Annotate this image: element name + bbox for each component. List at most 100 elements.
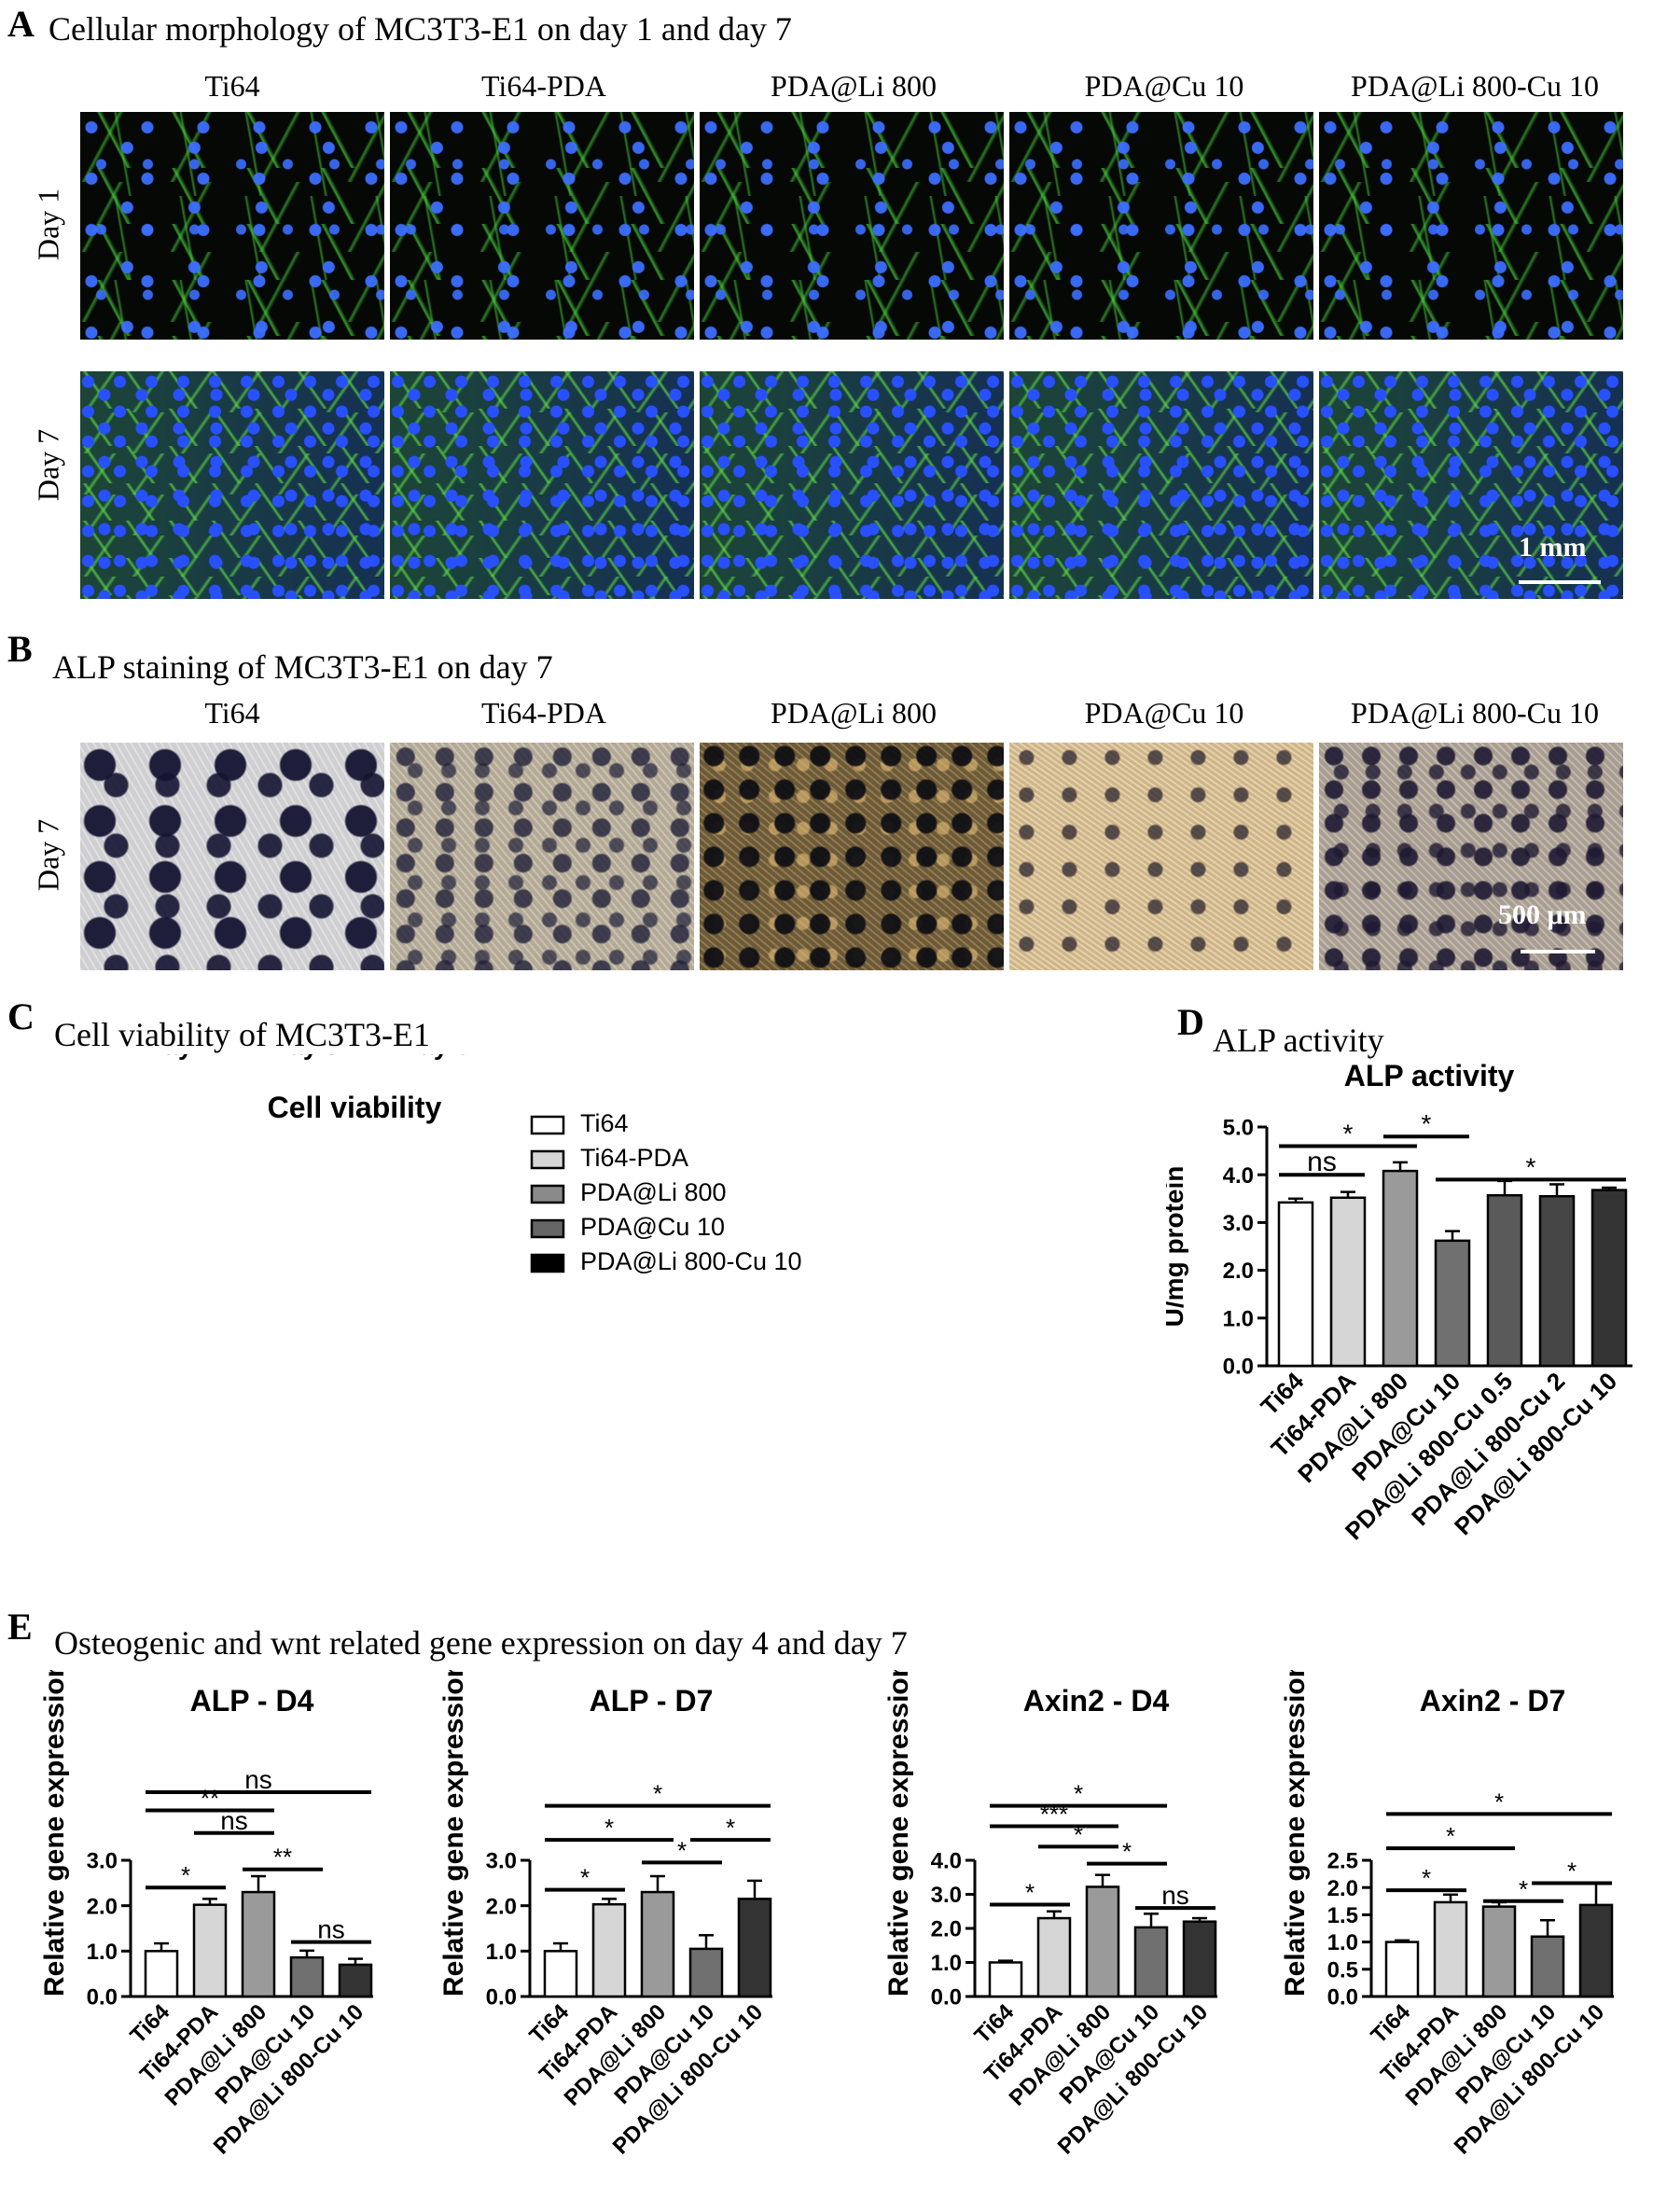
y-tick-label: 0.0 [87,1985,118,2010]
significance-label: * [1422,1109,1432,1138]
y-tick-label: 0.5 [1327,1957,1358,1982]
micrograph-b-pda-cu10 [1009,743,1313,970]
x-tick-label-day-5: Day 5 [400,1054,470,1060]
bar-ti64 [1277,1201,1314,1368]
y-axis-title: Relative gene expression [883,1670,914,1996]
y-tick-label: 1.0 [1327,1930,1358,1955]
significance-label: * [181,1861,190,1889]
y-axis-title: Relative gene expression [1280,1670,1311,1996]
panel-a-title: Cellular morphology of MC3T3-E1 on day 1… [49,10,792,48]
panel-d-letter: D [1177,1001,1204,1043]
bar-pda-li-800-cu-2 [1538,1194,1576,1368]
bar-pda-li-800-cu-0-5 [1486,1193,1523,1368]
panel-b-title: ALP staining of MC3T3-E1 on day 7 [52,648,553,686]
bar-ti64-pda [591,1902,627,1998]
y-tick-label: 1.0 [486,1940,517,1965]
bar-pda-li-800 [1085,1885,1120,1998]
legend-swatch-ti64-pda [530,1149,565,1170]
significance-label: ** [201,1784,219,1812]
panel-a-col-label-4: PDA@Cu 10 [1084,69,1244,103]
micrograph-a-day1-pda-cu10 [1009,112,1313,340]
y-tick-label: 2.0 [1223,1259,1254,1284]
panel-b-col-label-4: PDA@Cu 10 [1084,696,1244,730]
significance-label: *** [1040,1801,1068,1829]
panel-a-col-label-1: Ti64 [204,69,260,103]
significance-label: ns [317,1915,345,1944]
panel-b-col-label-1: Ti64 [204,696,260,730]
significance-label: ** [273,1843,292,1871]
significance-label: * [653,1780,662,1808]
micrograph-a-day1-pda-li800-cu10 [1319,112,1623,340]
panel-a-row-label-day1: Day 1 [31,188,65,261]
y-tick-label: 3.0 [87,1849,118,1874]
significance-label: ns [220,1806,248,1835]
axin2-d7-chart: 0.0 0.51.01.52.02.5 Axin2 - D7 Relative gen… [1280,1670,1614,2160]
bar-pda-cu-10 [688,1947,724,1998]
bar-pda-li-800 [241,1890,276,1998]
y-tick-label: 3.0 [486,1849,517,1874]
bar-pda-li-800-cu-10 [1590,1189,1628,1368]
micrograph-a-day1-ti64 [80,112,384,340]
legend-swatch-ti64 [530,1115,565,1135]
legend-label-pda-cu-10: PDA@Cu 10 [580,1213,725,1241]
panel-a-row-label-day7: Day 7 [31,428,65,502]
significance-label: * [1526,1152,1536,1181]
micrograph-a-day7-ti64 [80,371,384,599]
bar-pda-li-800-cu-10 [737,1898,772,1998]
bar-ti64-pda [1433,1900,1468,1998]
bar-ti64 [144,1950,179,1998]
y-tick-label: 1.5 [1327,1903,1358,1928]
legend-label-ti64: Ti64 [580,1109,629,1137]
significance-label: * [1494,1788,1504,1816]
panel-a-col-label-5: PDA@Li 800-Cu 10 [1351,69,1599,103]
y-axis-title: Relative gene expression [438,1670,469,1996]
significance-label: * [1122,1838,1132,1866]
alp-activity-chart: 0.0 1.0 2.0 3.0 4.0 5.0 ALP activity U/mg prote… [1166,1059,1632,1545]
y-tick-label: 2.0 [87,1894,118,1919]
panel-e-title: Osteogenic and wnt related gene expressi… [54,1624,908,1662]
alp-d4-chart: 0.0 1.0 2.0 3.0 ALP - D4 Relative gene expres… [39,1670,373,2160]
chart-title: Axin2 - D4 [1023,1684,1170,1718]
y-tick-label: 4.0 [1223,1163,1254,1189]
y-tick-label: 1.0 [87,1940,118,1965]
y-tick-label: 2.0 [1327,1876,1358,1901]
legend-swatch-pda-li-800 [530,1184,565,1204]
bar-ti64-pda [192,1903,228,1998]
chart-title: Cell viability [268,1091,442,1124]
y-tick-label: 1.0 [931,1951,962,1976]
panel-c-letter: C [7,995,35,1037]
y-tick-label: 3.0 [931,1883,962,1908]
micrograph-b-ti64-pda [390,743,694,970]
significance-label: * [1422,1864,1431,1892]
legend-swatch-pda-li-800-cu-10 [530,1253,565,1273]
cell-viability-chart: 0.00.51.01.52.02.5Cell viabilityAbsorban… [145,1054,802,1275]
panel-b-col-label-2: Ti64-PDA [481,696,606,730]
micrograph-b-ti64 [80,743,384,970]
chart-title: ALP - D4 [190,1684,314,1718]
bar-pda-li-800 [1481,1905,1517,1998]
y-tick-label: 3.0 [1223,1211,1254,1236]
bar-pda-li-800 [640,1890,675,1998]
y-tick-label: 0.0 [1223,1355,1254,1380]
y-tick-label: 2.0 [931,1917,962,1942]
axin2-d4-chart: 0.0 1.0 2.0 3.0 4.0 Axin2 - D4 Relative gene e… [883,1670,1217,2160]
y-tick-label: 0.0 [931,1985,962,2010]
significance-label: * [604,1814,614,1842]
y-tick-label: 4.0 [931,1849,962,1874]
bar-pda-cu-10 [1434,1239,1471,1368]
panel-c-title: Cell viability of MC3T3-E1 [54,1016,430,1053]
legend-label-ti64-pda: Ti64-PDA [580,1144,688,1172]
significance-label: * [1074,1820,1083,1848]
panel-a-scale-bar [1519,580,1601,584]
bar-pda-cu-10 [1133,1926,1169,1998]
chart-title: ALP - D7 [590,1684,714,1718]
y-tick-label: 1.0 [1223,1306,1254,1331]
bar-ti64 [988,1961,1023,1998]
panel-b-scale-label: 500 μm [1498,899,1587,930]
panel-b-letter: B [7,628,33,670]
micrograph-a-day7-pda-li800 [700,371,1004,599]
significance-label: * [1025,1878,1035,1906]
significance-label: * [1519,1875,1528,1903]
bar-pda-li-800 [1382,1169,1419,1368]
